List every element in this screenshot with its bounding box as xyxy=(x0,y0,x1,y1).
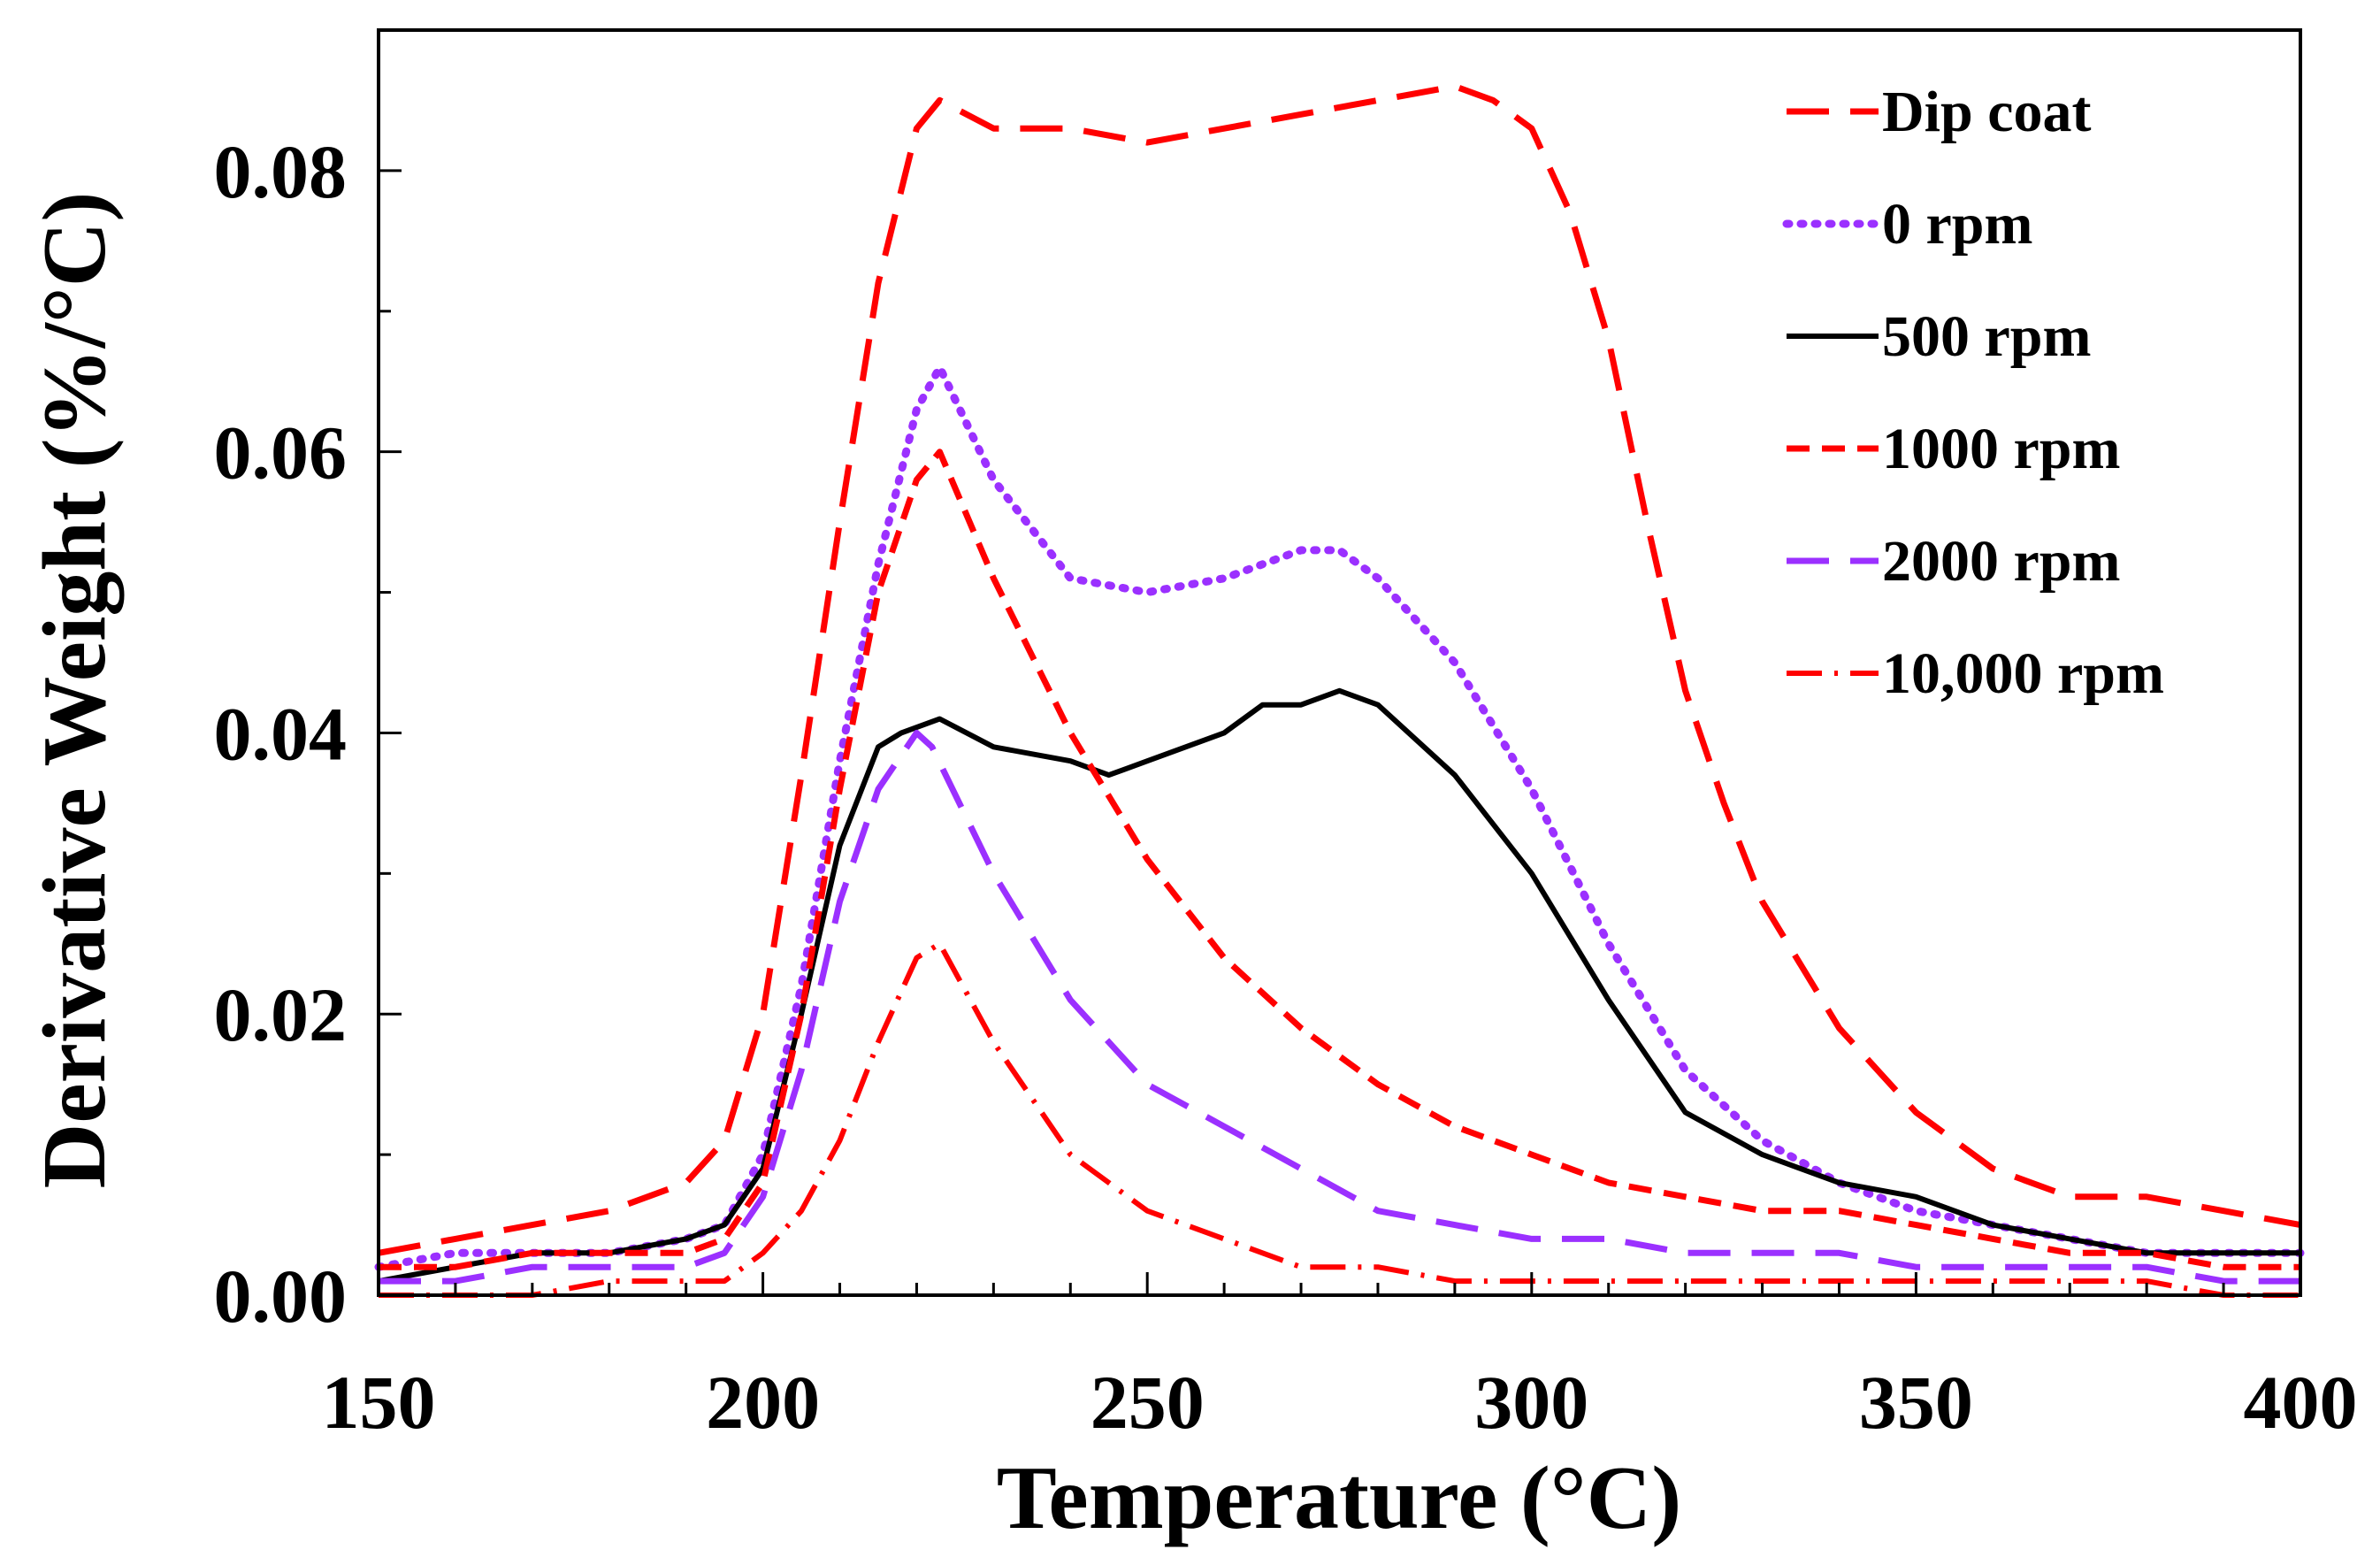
series-line-dip-coat xyxy=(378,83,2301,1256)
legend-label-0-rpm: 0 rpm xyxy=(1882,192,2032,257)
y-tick-label: 0.08 xyxy=(214,129,348,214)
series-line-1000-rpm xyxy=(379,449,2300,1270)
legend-label-10-000-rpm: 10,000 rpm xyxy=(1882,641,2164,706)
legend-label-1000-rpm: 1000 rpm xyxy=(1882,417,2120,481)
x-tick-label: 250 xyxy=(1091,1360,1205,1445)
series-line-2000-rpm xyxy=(379,729,2300,1285)
legend-label-2000-rpm: 2000 rpm xyxy=(1882,529,2120,594)
legend-label-500-rpm: 500 rpm xyxy=(1882,304,2091,369)
x-tick-label: 400 xyxy=(2244,1360,2358,1445)
x-axis-title: Temperature (°C) xyxy=(997,1448,1681,1548)
plot-frame xyxy=(377,28,2302,1297)
series-layer xyxy=(374,83,2305,1298)
y-axis-title: Derivative Weight (%/°C) xyxy=(25,192,125,1189)
series-line-10-000-rpm xyxy=(379,940,2300,1298)
x-tick-label: 300 xyxy=(1474,1360,1588,1445)
x-tick-label: 150 xyxy=(322,1360,436,1445)
y-tick-label: 0.04 xyxy=(214,691,348,776)
x-tick-label: 350 xyxy=(1859,1360,1973,1445)
x-tick-label: 200 xyxy=(706,1360,820,1445)
legend-label-dip-coat: Dip coat xyxy=(1882,80,2092,144)
series-line-500-rpm xyxy=(378,687,2300,1285)
y-tick-label: 0.06 xyxy=(214,410,348,495)
y-tick-label: 0.00 xyxy=(214,1254,348,1339)
y-tick-label: 0.02 xyxy=(214,972,348,1057)
legend: Dip coat 0 rpm 500 rpm 1000 rpm 2000 rpm 10,0… xyxy=(1782,80,2164,706)
ticks-layer: 150 200 250 300 350 400 0.00 0.02 0.04 0.06 0.08 xyxy=(214,129,2358,1445)
